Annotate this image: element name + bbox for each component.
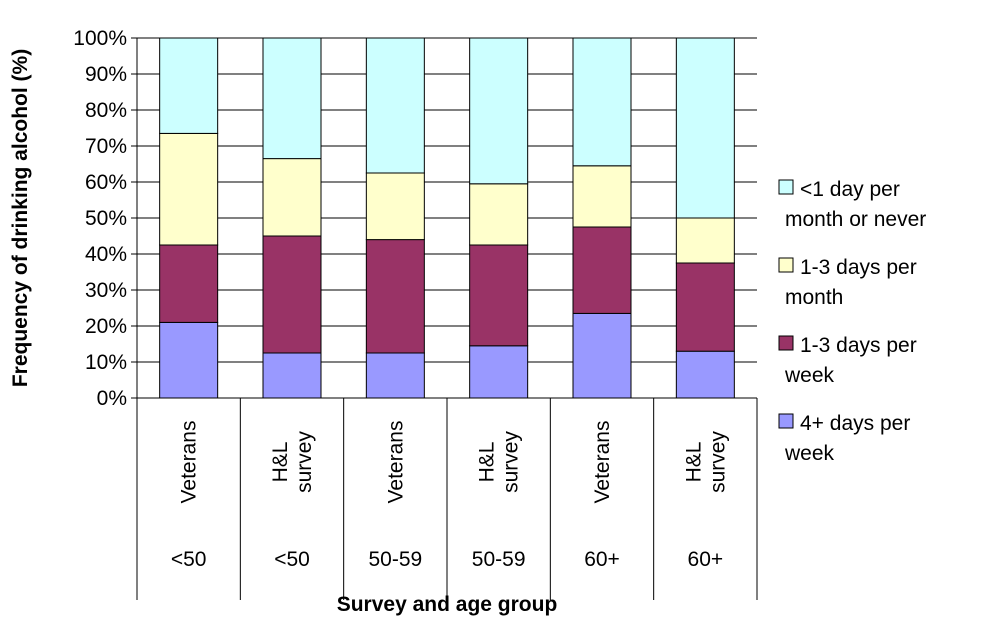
bar-segment <box>365 37 425 174</box>
bar-segment <box>159 321 219 399</box>
y-tick-label: 100% <box>73 27 127 50</box>
axes <box>136 38 758 600</box>
bar-segment <box>469 244 529 347</box>
legend-label: 4+ days per week <box>784 412 910 465</box>
y-tick-label: 10% <box>85 351 127 374</box>
bar-segment <box>675 217 735 264</box>
bar-segment <box>572 165 632 228</box>
legend-swatch <box>778 257 794 273</box>
bar-segment <box>675 262 735 352</box>
bar-segment <box>675 37 735 219</box>
bar-segment <box>675 350 735 399</box>
legend-swatch <box>778 335 794 351</box>
category-age-label: 60+ <box>688 548 724 571</box>
y-tick-label: 20% <box>85 315 127 338</box>
y-tick-label: 60% <box>85 171 127 194</box>
category-age-label: 50-59 <box>472 548 526 571</box>
x-axis-title: Survey and age group <box>337 593 558 616</box>
category-age-label: 60+ <box>584 548 620 571</box>
category-age-label: <50 <box>171 548 207 571</box>
legend-swatch <box>778 179 794 195</box>
bars <box>159 37 735 399</box>
bar-segment <box>572 37 632 167</box>
category-survey-label: H&L <box>476 442 499 483</box>
bar-segment <box>159 132 219 246</box>
legend-label: 1-3 days per week <box>784 334 917 387</box>
bar-segment <box>262 235 322 354</box>
bar-segment <box>469 345 529 399</box>
category-survey-label: Veterans <box>178 421 201 504</box>
category-survey-label: survey <box>500 431 523 493</box>
bar-segment <box>262 352 322 399</box>
legend-label: 1-3 days per month <box>785 256 917 309</box>
y-tick-label: 70% <box>85 135 127 158</box>
bar-segment <box>365 352 425 399</box>
category-survey-label: H&L <box>269 442 292 483</box>
y-tick-label: 0% <box>97 387 127 410</box>
bar-segment <box>572 312 632 399</box>
legend-label: <1 day per month or never <box>785 178 926 231</box>
category-survey-label: Veterans <box>384 421 407 504</box>
bar-segment <box>365 239 425 354</box>
gridlines <box>131 37 757 399</box>
bar-segment <box>159 244 219 323</box>
y-tick-label: 30% <box>85 279 127 302</box>
legend: <1 day per month or never 1-3 days per mont… <box>778 178 926 465</box>
bar-segment <box>365 172 425 241</box>
category-survey-label: Veterans <box>591 421 614 504</box>
category-age-label: 50-59 <box>368 548 422 571</box>
bar-segment <box>469 183 529 246</box>
category-survey-label: survey <box>293 431 316 493</box>
category-survey-label: survey <box>706 431 729 493</box>
bar-segment <box>159 37 219 134</box>
y-tick-labels: 0% 10% 20% 30% 40% 50% 60% 70% 80% 90% 100% <box>73 27 127 410</box>
bar-segment <box>262 37 322 160</box>
bar-segment <box>572 226 632 314</box>
y-tick-label: 90% <box>85 63 127 86</box>
category-age-label: <50 <box>274 548 310 571</box>
category-survey-label: H&L <box>682 442 705 483</box>
bar-segment <box>262 158 322 237</box>
legend-swatch <box>778 413 794 429</box>
y-tick-label: 50% <box>85 207 127 230</box>
bar-segment <box>469 37 529 185</box>
y-tick-label: 40% <box>85 243 127 266</box>
y-axis-title: Frequency of drinking alcohol (%) <box>9 49 32 387</box>
y-tick-label: 80% <box>85 99 127 122</box>
